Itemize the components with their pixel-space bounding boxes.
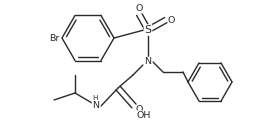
Text: O: O [135,4,142,13]
Text: N: N [92,102,99,111]
Text: Br: Br [50,34,60,42]
Text: N: N [144,58,151,66]
Text: O: O [135,105,143,115]
Text: OH: OH [136,111,151,120]
Text: H: H [135,111,141,120]
Text: H: H [92,95,97,101]
Text: S: S [144,25,151,35]
Text: O: O [167,15,175,25]
